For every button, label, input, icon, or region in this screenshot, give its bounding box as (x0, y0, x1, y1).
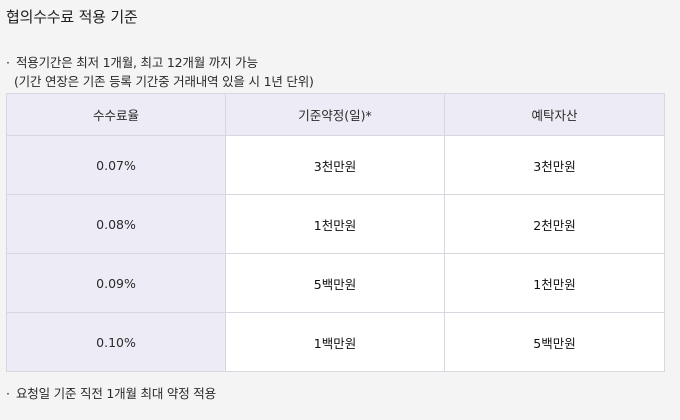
table-row: 0.10% 1백만원 5백만원 (6, 312, 665, 372)
fee-rate-cell: 0.08% (6, 194, 226, 254)
fee-rate-cell: 0.10% (6, 312, 226, 372)
table-row: 0.08% 1천만원 2천만원 (6, 194, 665, 254)
bullet-icon: · (6, 55, 10, 70)
table-row: 0.07% 3천만원 3천만원 (6, 135, 665, 195)
column-header-fee-rate: 수수료율 (6, 93, 226, 136)
assets-cell: 5백만원 (444, 312, 665, 372)
assets-cell: 3천만원 (444, 135, 665, 195)
footer-note-text: 요청일 기준 직전 1개월 최대 약정 적용 (16, 386, 216, 401)
contract-cell: 3천만원 (225, 135, 445, 195)
page-title: 협의수수료 적용 기준 (6, 8, 138, 26)
assets-cell: 1천만원 (444, 253, 665, 313)
assets-cell: 2천만원 (444, 194, 665, 254)
fee-criteria-table: 수수료율 기준약정(일)* 예탁자산 0.07% 3천만원 3천만원 0.08%… (6, 93, 665, 372)
period-subnote: (기간 연장은 기존 등록 기간중 거래내역 있을 시 1년 단위) (14, 74, 314, 89)
table-header-row: 수수료율 기준약정(일)* 예탁자산 (6, 93, 665, 136)
period-note: · 적용기간은 최저 1개월, 최고 12개월 까지 가능 (6, 52, 258, 71)
fee-rate-cell: 0.07% (6, 135, 226, 195)
contract-cell: 5백만원 (225, 253, 445, 313)
column-header-contract: 기준약정(일)* (225, 93, 445, 136)
contract-cell: 1천만원 (225, 194, 445, 254)
contract-cell: 1백만원 (225, 312, 445, 372)
bullet-icon: · (6, 386, 10, 401)
table-row: 0.09% 5백만원 1천만원 (6, 253, 665, 313)
column-header-assets: 예탁자산 (444, 93, 665, 136)
period-note-text: 적용기간은 최저 1개월, 최고 12개월 까지 가능 (16, 55, 258, 70)
fee-rate-cell: 0.09% (6, 253, 226, 313)
footer-note: · 요청일 기준 직전 1개월 최대 약정 적용 (6, 383, 216, 402)
